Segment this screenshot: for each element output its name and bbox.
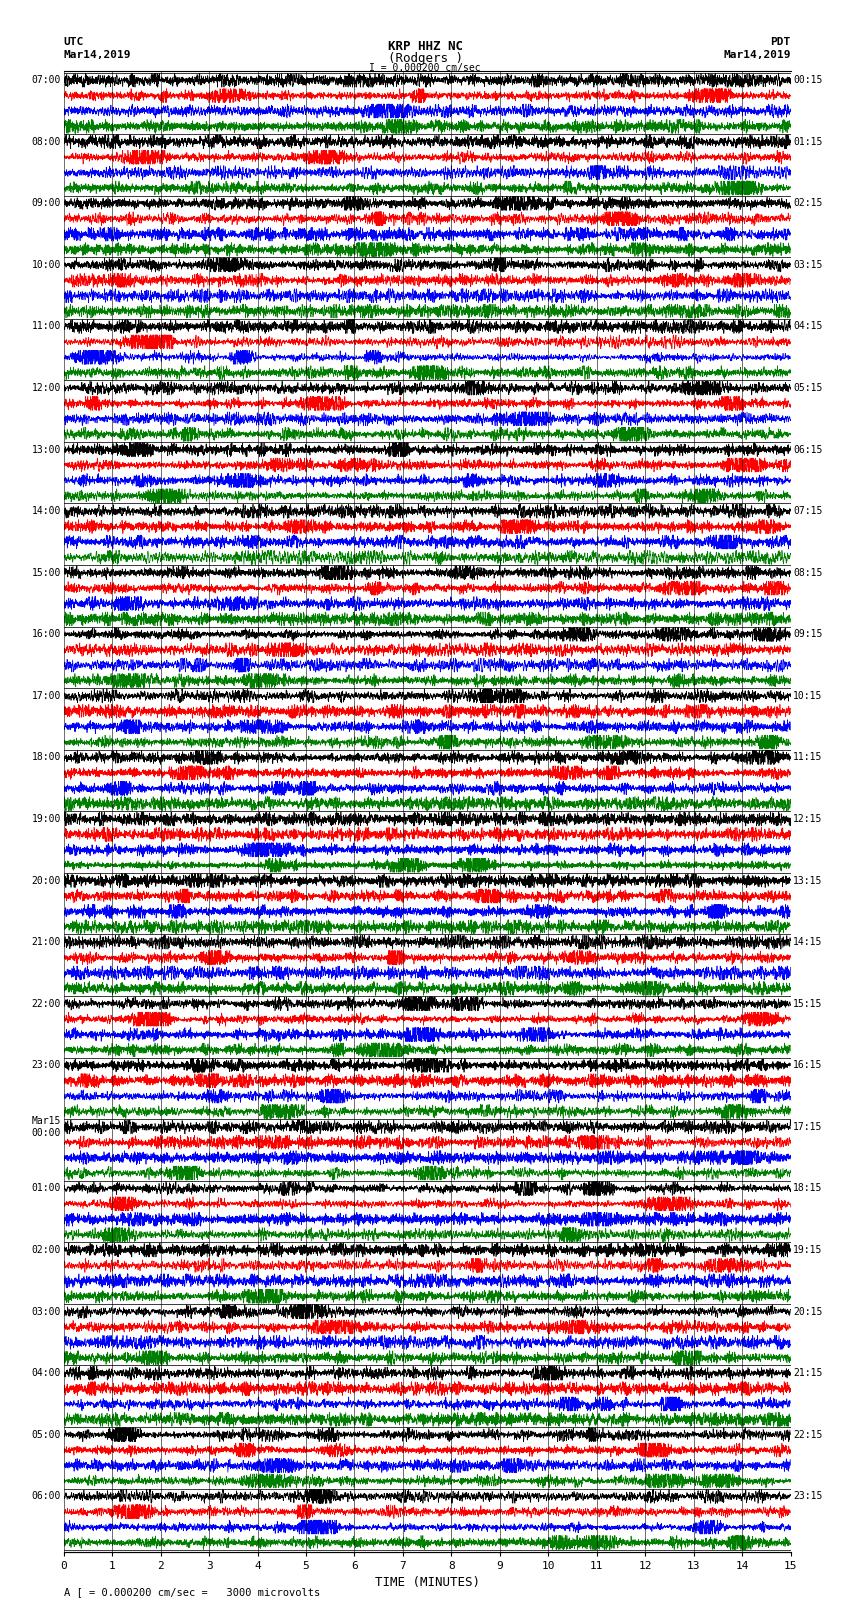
Text: KRP HHZ NC: KRP HHZ NC [388, 40, 462, 53]
Text: Mar14,2019: Mar14,2019 [723, 50, 791, 60]
Text: PDT: PDT [770, 37, 790, 47]
Text: A [ = 0.000200 cm/sec =   3000 microvolts: A [ = 0.000200 cm/sec = 3000 microvolts [64, 1587, 320, 1597]
Text: I = 0.000200 cm/sec: I = 0.000200 cm/sec [369, 63, 481, 73]
X-axis label: TIME (MINUTES): TIME (MINUTES) [375, 1576, 479, 1589]
Text: (Rodgers ): (Rodgers ) [388, 52, 462, 65]
Text: UTC: UTC [64, 37, 84, 47]
Text: Mar14,2019: Mar14,2019 [64, 50, 131, 60]
